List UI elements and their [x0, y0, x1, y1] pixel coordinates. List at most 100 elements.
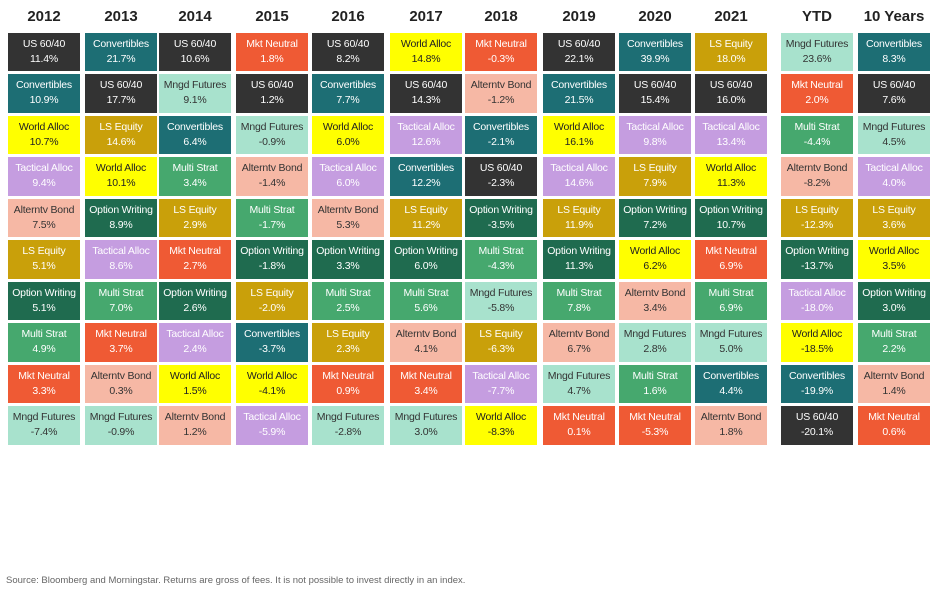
cell-category-label: US 60/40: [99, 79, 143, 92]
cell-return-value: -5.9%: [258, 426, 286, 439]
cell-return-value: 5.3%: [336, 218, 360, 231]
cell-category-label: World Alloc: [629, 245, 681, 258]
cell-return-value: -2.1%: [487, 135, 515, 148]
cell-category-label: Convertibles: [866, 37, 922, 50]
quilt-cell: US 60/40 16.0%: [695, 74, 767, 113]
cell-return-value: -19.9%: [800, 384, 834, 397]
cell-return-value: 1.2%: [260, 94, 284, 107]
cell-category-label: Tactical Alloc: [397, 120, 455, 133]
cell-return-value: 6.9%: [719, 260, 743, 273]
quilt-cell: World Alloc 6.0%: [312, 115, 384, 154]
cell-return-value: 10.1%: [106, 177, 136, 190]
cell-return-value: 5.0%: [719, 343, 743, 356]
cell-category-label: Mkt Neutral: [246, 37, 298, 50]
quilt-cell: Tactical Alloc 9.8%: [619, 115, 691, 154]
cell-return-value: 13.4%: [716, 135, 746, 148]
cell-return-value: -12.3%: [800, 218, 834, 231]
cell-category-label: Alterntv Bond: [548, 328, 610, 341]
cell-return-value: 11.4%: [30, 52, 58, 65]
cell-category-label: LS Equity: [22, 245, 66, 258]
cell-return-value: -4.3%: [487, 260, 515, 273]
cell-category-label: Multi Strat: [172, 162, 218, 175]
quilt-cell: Multi Strat 5.6%: [390, 281, 462, 320]
cell-return-value: 6.0%: [336, 135, 360, 148]
column-header: 2020: [638, 8, 672, 25]
quilt-cell: World Alloc 16.1%: [543, 115, 615, 154]
cell-category-label: Mkt Neutral: [475, 37, 527, 50]
cell-return-value: 4.1%: [414, 343, 438, 356]
cell-category-label: Mkt Neutral: [868, 411, 920, 424]
quilt-cell: World Alloc 11.3%: [695, 157, 767, 196]
cell-return-value: -2.3%: [487, 177, 515, 190]
quilt-cell: Multi Strat 2.5%: [312, 281, 384, 320]
cell-return-value: 2.7%: [183, 260, 207, 273]
cell-category-label: Convertibles: [244, 328, 300, 341]
quilt-cell: Convertibles 4.4%: [695, 364, 767, 403]
cell-return-value: 3.0%: [882, 301, 906, 314]
cell-return-value: 1.5%: [183, 384, 207, 397]
quilt-cell: Convertibles 6.4%: [159, 115, 231, 154]
cell-category-label: LS Equity: [557, 203, 601, 216]
cell-category-label: Mngd Futures: [623, 328, 687, 341]
cell-return-value: 4.5%: [882, 135, 906, 148]
cell-return-value: 3.4%: [414, 384, 438, 397]
cell-return-value: 22.1%: [564, 52, 594, 65]
cell-category-label: World Alloc: [400, 37, 452, 50]
cell-category-label: Tactical Alloc: [166, 328, 224, 341]
cell-category-label: Mngd Futures: [12, 411, 76, 424]
cell-return-value: 2.6%: [183, 301, 207, 314]
column-header: 2012: [27, 8, 61, 25]
quilt-cell: Option Writing 5.1%: [8, 281, 80, 320]
cell-category-label: Multi Strat: [21, 328, 67, 341]
quilt-cell: Alterntv Bond -8.2%: [781, 157, 853, 196]
quilt-cell: World Alloc 1.5%: [159, 364, 231, 403]
cell-category-label: Mkt Neutral: [18, 369, 70, 382]
cell-return-value: 1.8%: [260, 52, 284, 65]
quilt-cell: Tactical Alloc 8.6%: [85, 240, 157, 279]
quilt-cell: Tactical Alloc -18.0%: [781, 281, 853, 320]
cell-return-value: -2.8%: [334, 426, 362, 439]
cell-category-label: Mkt Neutral: [629, 411, 681, 424]
cell-category-label: Convertibles: [627, 37, 683, 50]
quilt-cell: US 60/40 7.6%: [858, 74, 930, 113]
quilt-cell: Alterntv Bond 4.1%: [390, 323, 462, 362]
quilt-cell: Tactical Alloc -5.9%: [236, 406, 308, 445]
cell-category-label: LS Equity: [479, 328, 523, 341]
cell-category-label: World Alloc: [705, 162, 757, 175]
cell-category-label: Tactical Alloc: [865, 162, 923, 175]
cell-return-value: 3.6%: [882, 218, 906, 231]
cell-return-value: 16.1%: [564, 135, 594, 148]
cell-return-value: 7.7%: [336, 94, 360, 107]
quilt-cell: Mngd Futures 2.8%: [619, 323, 691, 362]
quilt-cell: Multi Strat 3.4%: [159, 157, 231, 196]
quilt-cell: Mkt Neutral -5.3%: [619, 406, 691, 445]
quilt-cell: Mkt Neutral 2.7%: [159, 240, 231, 279]
cell-category-label: Mngd Futures: [547, 369, 611, 382]
quilt-cell: Multi Strat -4.3%: [465, 240, 537, 279]
cell-return-value: -5.8%: [487, 301, 515, 314]
cell-return-value: -4.1%: [258, 384, 286, 397]
cell-return-value: 9.8%: [643, 135, 667, 148]
cell-category-label: Alterntv Bond: [863, 369, 925, 382]
cell-return-value: 3.5%: [882, 260, 906, 273]
cell-return-value: 39.9%: [640, 52, 670, 65]
cell-category-label: World Alloc: [246, 369, 298, 382]
cell-return-value: -13.7%: [800, 260, 834, 273]
quilt-cell: US 60/40 8.2%: [312, 32, 384, 71]
cell-category-label: Convertibles: [398, 162, 454, 175]
cell-category-label: Tactical Alloc: [788, 286, 846, 299]
quilt-cell: Tactical Alloc 14.6%: [543, 157, 615, 196]
quilt-cell: Option Writing 3.0%: [858, 281, 930, 320]
cell-category-label: Mkt Neutral: [553, 411, 605, 424]
quilt-cell: Mngd Futures 3.0%: [390, 406, 462, 445]
cell-return-value: 6.9%: [719, 301, 743, 314]
cell-return-value: -1.8%: [258, 260, 286, 273]
cell-return-value: -20.1%: [800, 426, 834, 439]
quilt-cell: Convertibles -2.1%: [465, 115, 537, 154]
cell-return-value: 4.4%: [719, 384, 743, 397]
cell-category-label: Tactical Alloc: [243, 411, 301, 424]
cell-category-label: Alterntv Bond: [90, 369, 152, 382]
cell-category-label: US 60/40: [633, 79, 677, 92]
cell-category-label: Convertibles: [167, 120, 223, 133]
